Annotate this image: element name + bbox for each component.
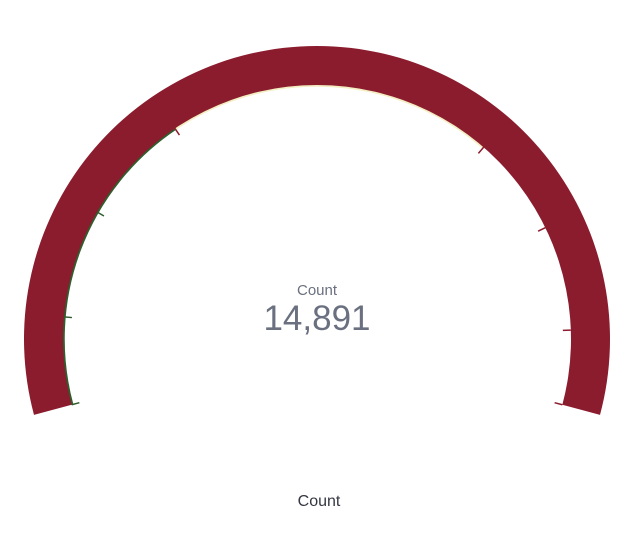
gauge-tick-mark (71, 401, 80, 406)
gauge-arc (23, 45, 611, 415)
gauge-inner-edge-green (62, 127, 176, 405)
gauge-value: 14,891 (263, 299, 370, 338)
gauge-tick-mark (174, 128, 181, 136)
gauge-tick-mark (63, 316, 73, 319)
gauge-metric-label: Count (297, 282, 338, 299)
gauge-tick-mark (477, 146, 485, 154)
gauge-tick-mark (96, 211, 105, 217)
gauge-tick-mark (537, 226, 546, 232)
gauge-tick-mark (554, 401, 563, 406)
gauge-inner-edge-warm (174, 84, 485, 149)
gauge-caption: Count (297, 493, 341, 510)
